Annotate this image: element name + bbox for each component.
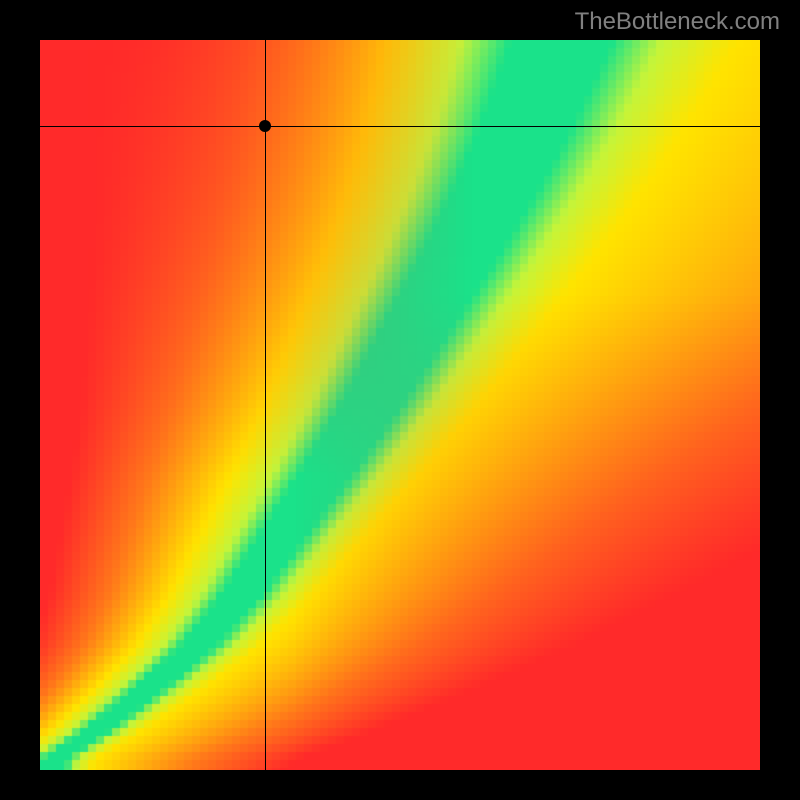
heatmap-chart <box>40 40 760 770</box>
data-point-marker <box>259 120 271 132</box>
crosshair-horizontal <box>40 126 760 127</box>
crosshair-vertical <box>265 40 266 770</box>
watermark-text: TheBottleneck.com <box>575 8 780 36</box>
heatmap-canvas <box>40 40 760 770</box>
